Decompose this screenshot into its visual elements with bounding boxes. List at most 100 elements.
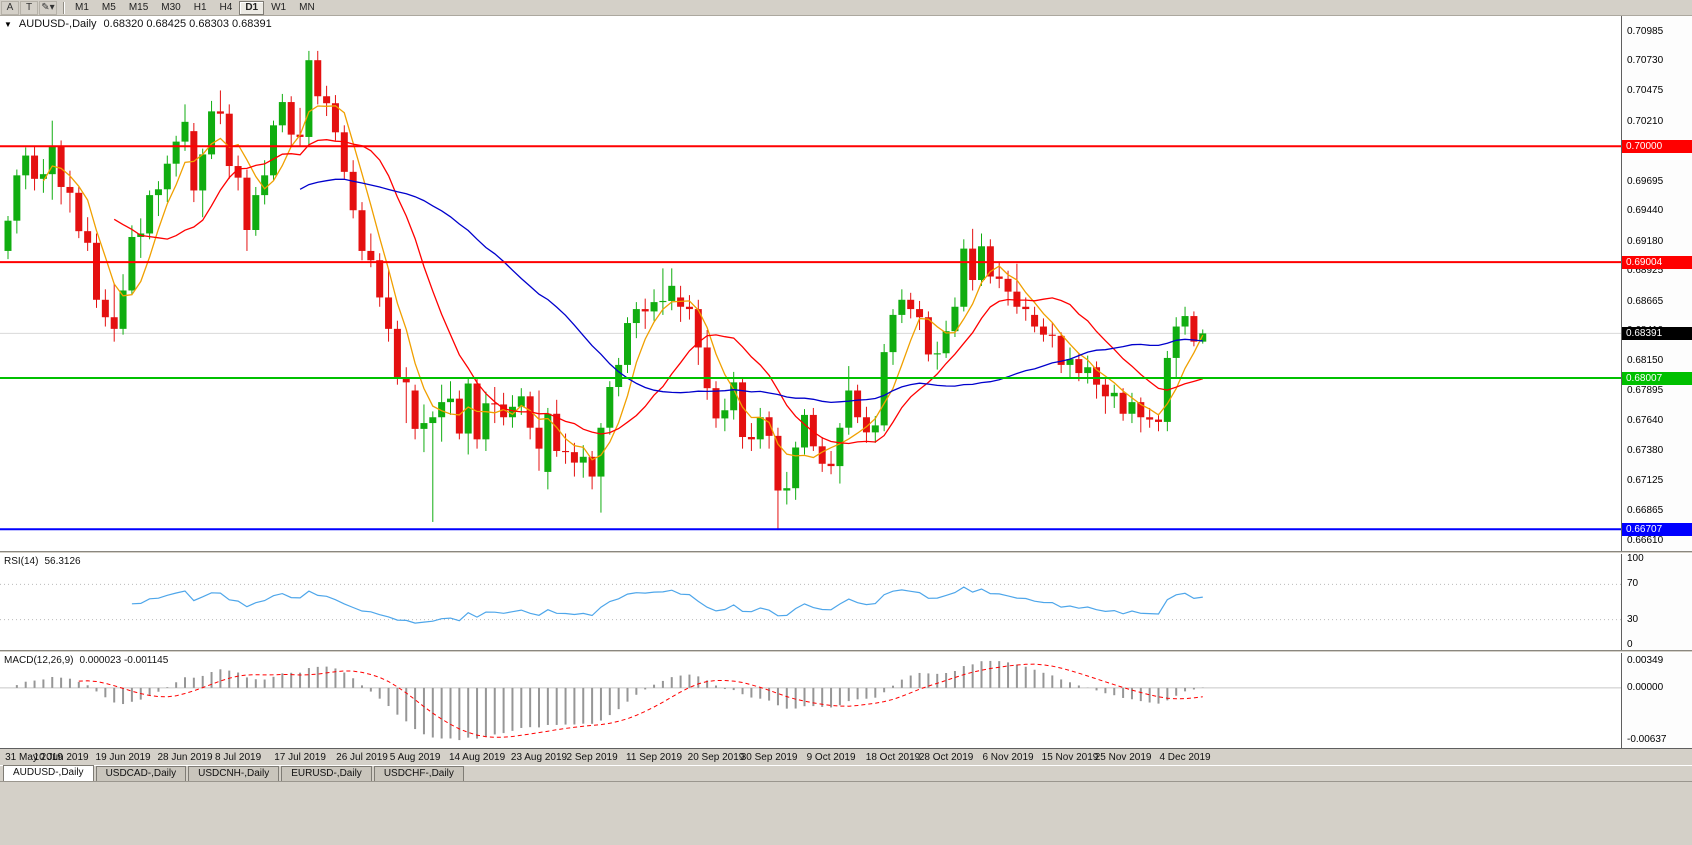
price-axis[interactable]: 0.709850.707300.704750.702100.699550.696… bbox=[1621, 16, 1692, 551]
time-axis-label: 8 Jul 2019 bbox=[215, 752, 262, 763]
time-axis-label: 11 Sep 2019 bbox=[626, 752, 683, 763]
price-level-badge-0.69004: 0.69004 bbox=[1622, 256, 1692, 270]
draw-tool-icon[interactable]: ✎▾ bbox=[39, 0, 57, 15]
chart-tab-bar: AUDUSD-,Daily USDCAD-,Daily USDCNH-,Daily E… bbox=[0, 765, 1692, 781]
rsi-indicator-pane: RSI(14) 56.3126 100 70 30 0 bbox=[0, 554, 1692, 650]
timeframe-button-m5[interactable]: M5 bbox=[96, 1, 122, 15]
tab-eurusd-daily[interactable]: EURUSD-,Daily bbox=[281, 766, 372, 781]
chart-title-overlay: ▼ AUDUSD-,Daily 0.68320 0.68425 0.68303 … bbox=[4, 18, 272, 30]
price-axis-label: 0.70210 bbox=[1627, 115, 1664, 127]
price-axis-label: 0.67380 bbox=[1627, 444, 1664, 456]
price-axis-label: 0.70475 bbox=[1627, 85, 1664, 97]
rsi-axis-label: 100 bbox=[1627, 554, 1644, 564]
chart-marker-icon: ▼ bbox=[4, 19, 12, 29]
time-axis-label: 2 Sep 2019 bbox=[566, 752, 618, 763]
time-axis-label: 17 Jul 2019 bbox=[274, 752, 326, 763]
macd-plot-area[interactable]: MACD(12,26,9) 0.000023 -0.001145 bbox=[0, 653, 1621, 748]
rsi-chart[interactable] bbox=[0, 554, 1621, 650]
price-axis-label: 0.69440 bbox=[1627, 205, 1664, 217]
time-axis-label: 28 Jun 2019 bbox=[157, 752, 213, 763]
rsi-plot-area[interactable]: RSI(14) 56.3126 bbox=[0, 554, 1621, 650]
time-axis-label: 5 Aug 2019 bbox=[389, 752, 441, 763]
timeframe-button-m15[interactable]: M15 bbox=[123, 1, 154, 15]
macd-values: 0.000023 -0.001145 bbox=[79, 655, 169, 666]
time-axis-label: 4 Dec 2019 bbox=[1159, 752, 1211, 763]
sma-5-line bbox=[42, 105, 1204, 461]
rsi-line bbox=[131, 586, 1203, 624]
rsi-name: RSI(14) bbox=[4, 556, 39, 567]
macd-axis[interactable]: 0.00349 0.00000 -0.00637 bbox=[1621, 653, 1692, 748]
tool-icons-group: A T ✎▾ bbox=[1, 0, 58, 15]
price-level-badge-0.70000: 0.70000 bbox=[1622, 140, 1692, 154]
price-chart-pane: ▼ AUDUSD-,Daily 0.68320 0.68425 0.68303 … bbox=[0, 16, 1692, 551]
chart-symbol-title: AUDUSD-,Daily bbox=[18, 18, 97, 30]
price-axis-label: 0.70985 bbox=[1627, 25, 1664, 37]
status-bar bbox=[0, 781, 1692, 845]
moving-averages-layer bbox=[42, 105, 1204, 461]
price-plot-area[interactable]: ▼ AUDUSD-,Daily 0.68320 0.68425 0.68303 … bbox=[0, 16, 1621, 551]
tab-usdcad-daily[interactable]: USDCAD-,Daily bbox=[95, 766, 187, 781]
sma-34-line bbox=[299, 178, 1203, 404]
timeframe-button-h4[interactable]: H4 bbox=[214, 1, 239, 15]
rsi-value: 56.3126 bbox=[44, 556, 81, 567]
price-axis-label: 0.69180 bbox=[1627, 235, 1664, 247]
time-axis-label: 10 Jun 2019 bbox=[33, 752, 89, 763]
current-price-badge: 0.68391 bbox=[1622, 327, 1692, 341]
timeframe-button-m1[interactable]: M1 bbox=[69, 1, 95, 15]
timeframe-button-mn[interactable]: MN bbox=[293, 1, 321, 15]
price-axis-label: 0.68665 bbox=[1627, 295, 1664, 307]
macd-signal-line bbox=[78, 663, 1203, 738]
price-level-badge-0.68007: 0.68007 bbox=[1622, 372, 1692, 386]
price-axis-label: 0.67640 bbox=[1627, 414, 1664, 426]
time-axis-label: 30 Sep 2019 bbox=[740, 752, 798, 763]
time-axis-label: 19 Jun 2019 bbox=[95, 752, 151, 763]
price-axis-label: 0.66865 bbox=[1627, 504, 1664, 516]
price-axis-label: 0.66610 bbox=[1627, 534, 1664, 546]
macd-chart[interactable] bbox=[0, 653, 1621, 748]
price-axis-label: 0.69695 bbox=[1627, 175, 1664, 187]
pane-splitter[interactable] bbox=[0, 551, 1692, 554]
macd-name: MACD(12,26,9) bbox=[4, 655, 74, 666]
tab-usdcnh-daily[interactable]: USDCNH-,Daily bbox=[188, 766, 280, 781]
time-axis-label: 28 Oct 2019 bbox=[918, 752, 974, 763]
timeframe-button-w1[interactable]: W1 bbox=[265, 1, 292, 15]
timeframe-button-d1[interactable]: D1 bbox=[239, 0, 265, 15]
sma-13-line bbox=[113, 139, 1203, 445]
timeframe-button-h1[interactable]: H1 bbox=[188, 1, 213, 15]
macd-axis-label: 0.00349 bbox=[1627, 655, 1664, 666]
time-axis-label: 9 Oct 2019 bbox=[806, 752, 856, 763]
text-tool-icon[interactable]: T bbox=[20, 0, 38, 15]
price-axis-label: 0.68150 bbox=[1627, 355, 1664, 367]
time-axis-label: 31 May 2019 bbox=[5, 752, 63, 763]
time-axis-label: 6 Nov 2019 bbox=[982, 752, 1034, 763]
rsi-label-overlay: RSI(14) 56.3126 bbox=[4, 556, 81, 567]
time-axis-label: 26 Jul 2019 bbox=[336, 752, 388, 763]
price-level-badge-0.66707: 0.66707 bbox=[1622, 523, 1692, 537]
rsi-axis-label: 70 bbox=[1627, 578, 1639, 590]
time-axis-label: 20 Sep 2019 bbox=[687, 752, 745, 763]
tab-audusd-daily[interactable]: AUDUSD-,Daily bbox=[3, 765, 94, 781]
tab-usdchf-daily[interactable]: USDCHF-,Daily bbox=[373, 766, 464, 781]
timeframe-button-m30[interactable]: M30 bbox=[155, 1, 186, 15]
hlines-layer bbox=[0, 145, 1621, 531]
price-axis-label: 0.67125 bbox=[1627, 474, 1664, 486]
macd-label-overlay: MACD(12,26,9) 0.000023 -0.001145 bbox=[4, 655, 168, 666]
price-axis-label: 0.67895 bbox=[1627, 385, 1664, 397]
price-axis-label: 0.68925 bbox=[1627, 265, 1664, 277]
time-axis-label: 23 Aug 2019 bbox=[510, 752, 568, 763]
toolbar-separator bbox=[63, 1, 64, 14]
time-axis[interactable]: 31 May 2019 10 Jun 2019 19 Jun 2019 28 Jun … bbox=[0, 748, 1692, 765]
macd-histogram-layer bbox=[15, 660, 1204, 741]
top-toolbar: A T ✎▾ M1 M5 M15 M30 H1 H4 D1 W1 MN bbox=[0, 0, 1692, 16]
candlestick-chart[interactable] bbox=[0, 16, 1621, 551]
rsi-axis-label: 30 bbox=[1627, 613, 1639, 625]
arrow-tool-icon[interactable]: A bbox=[1, 0, 19, 15]
rsi-axis[interactable]: 100 70 30 0 bbox=[1621, 554, 1692, 650]
time-axis-label: 14 Aug 2019 bbox=[448, 752, 506, 763]
pane-splitter[interactable] bbox=[0, 650, 1692, 653]
chart-ohlc-values: 0.68320 0.68425 0.68303 0.68391 bbox=[103, 18, 272, 30]
candles-layer bbox=[4, 50, 1207, 531]
time-axis-label: 15 Nov 2019 bbox=[1041, 752, 1099, 763]
macd-axis-label: 0.00000 bbox=[1627, 681, 1664, 693]
